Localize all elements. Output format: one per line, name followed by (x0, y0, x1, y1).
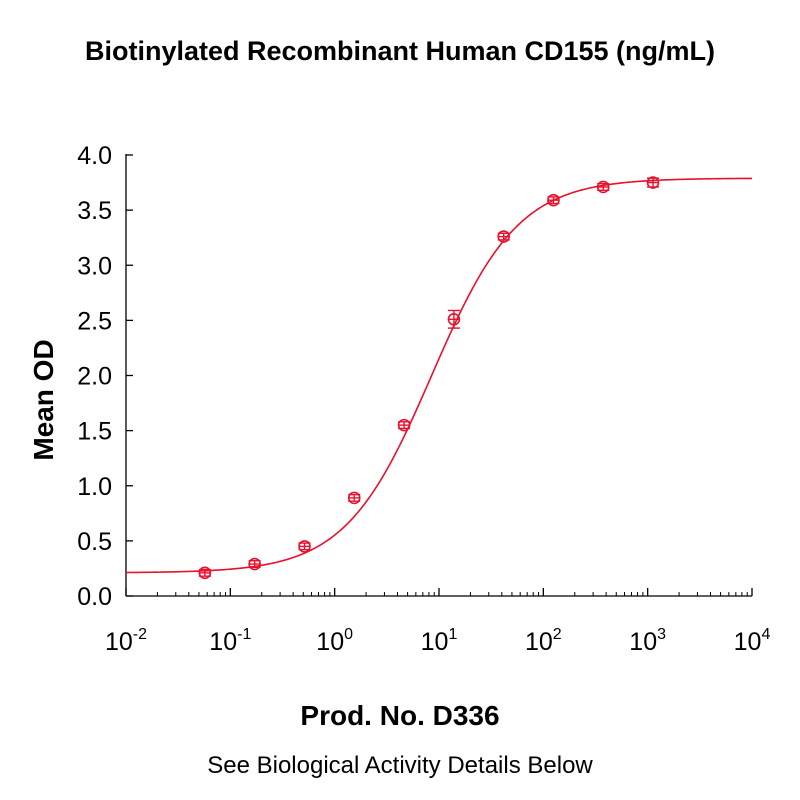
y-tick-label: 2.5 (77, 307, 112, 335)
axes: 0.0 0.5 1.0 1.5 2.0 2.5 3.0 3.5 4.0 10-2 10-1 100 10… (77, 142, 770, 656)
data-point (547, 193, 560, 207)
data-point (596, 180, 610, 194)
data-point (447, 309, 461, 329)
y-tick-label: 3.0 (77, 252, 112, 280)
data-point (347, 491, 361, 505)
x-tick-label: 103 (629, 626, 666, 656)
y-tick-label: 0.0 (77, 583, 112, 611)
y-tick-label: 4.0 (77, 142, 112, 170)
x-tick-label: 101 (421, 626, 458, 656)
footnote: See Biological Activity Details Below (207, 752, 593, 779)
y-tick-label: 1.0 (77, 473, 112, 501)
y-tick-label: 3.5 (77, 197, 112, 225)
data-point (198, 566, 212, 580)
x-tick-label: 10-1 (209, 626, 251, 656)
x-tick-label: 10-2 (105, 626, 147, 656)
data-point (397, 418, 411, 432)
y-tick-label: 1.5 (77, 418, 112, 446)
fit-layer (125, 177, 753, 574)
data-point (646, 176, 660, 189)
x-tick-label: 102 (525, 626, 562, 656)
data-point (298, 540, 311, 553)
points-layer (198, 176, 660, 580)
x-tick-label: 100 (316, 626, 353, 656)
data-point (248, 557, 261, 571)
y-tick-label: 0.5 (77, 528, 112, 556)
fit-curve (125, 177, 753, 574)
data-point (497, 230, 511, 243)
x-tick-label: 104 (734, 626, 771, 656)
product-number: Prod. No. D336 (300, 700, 500, 731)
y-tick-label: 2.0 (77, 363, 112, 391)
chart-title: Biotinylated Recombinant Human CD155 (ng… (84, 36, 716, 66)
